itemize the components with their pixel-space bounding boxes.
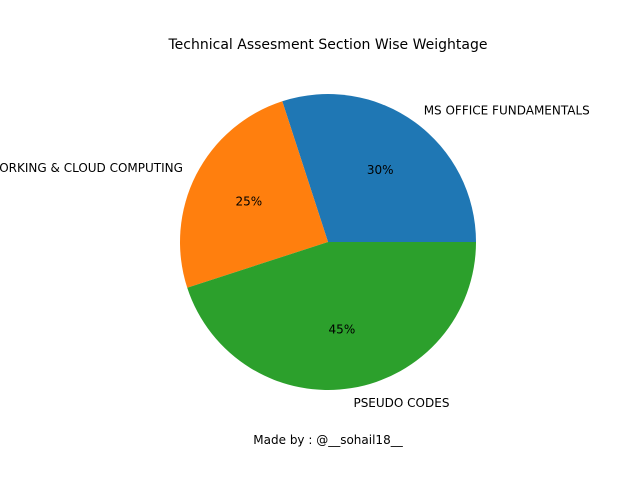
- pie-slice-pseudo-codes: [187, 242, 476, 391]
- pie-pct-label: 45%: [329, 323, 356, 337]
- pie-slice-networking-cloud-computing: [180, 101, 328, 288]
- pie-pct-label: 25%: [236, 195, 263, 209]
- slices-layer: [180, 93, 476, 391]
- chart-title: Technical Assesment Section Wise Weighta…: [168, 37, 488, 53]
- pie-category-label: MS OFFICE FUNDAMENTALS: [424, 103, 590, 117]
- chart-caption: Made by : @__sohail18__: [253, 433, 403, 447]
- pie-pct-label: 30%: [367, 163, 394, 177]
- pie-category-label: NETWORKING & CLOUD COMPUTING: [0, 161, 183, 175]
- labels-layer: 30% MS OFFICE FUNDAMENTALS 25% NETWORKING &…: [0, 103, 590, 410]
- pie-category-label: PSEUDO CODES: [353, 396, 449, 410]
- pie-slice-ms-office-fundamentals: [282, 93, 476, 242]
